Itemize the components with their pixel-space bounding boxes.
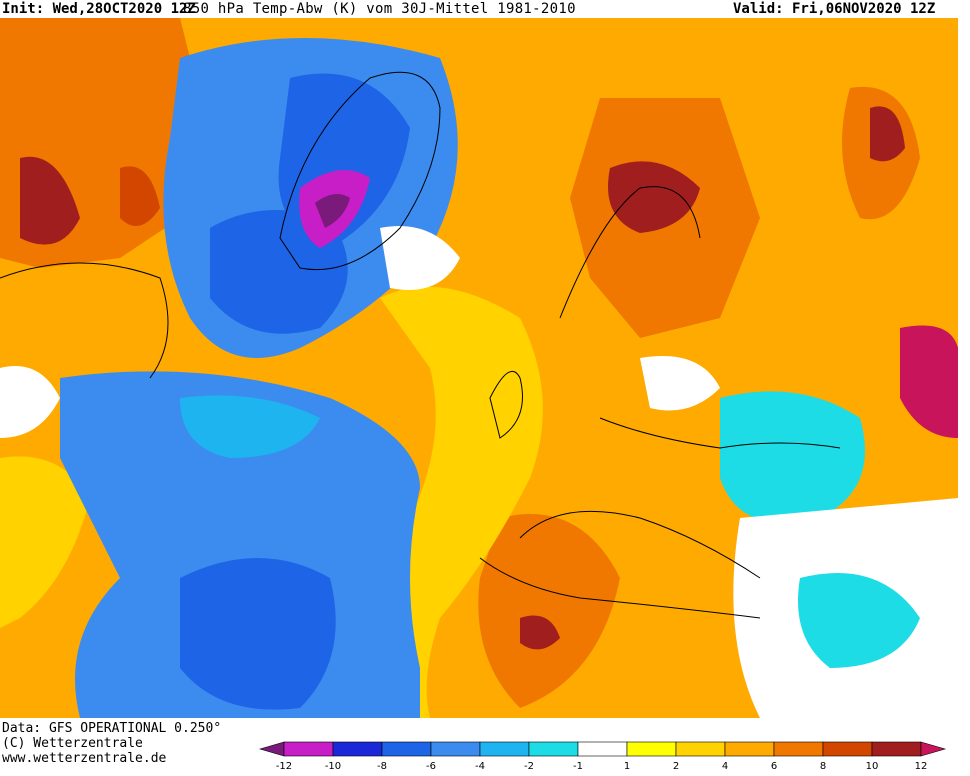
warm-zone-sahara (478, 514, 620, 708)
legend-tick-label: -8 (377, 761, 387, 772)
hot-zone-canada (20, 156, 80, 245)
temperature-anomaly-map (0, 18, 958, 718)
legend-swatch (283, 741, 334, 757)
legend-swatch (577, 741, 628, 757)
coastlines (0, 71, 841, 619)
coast-britain (489, 370, 523, 439)
legend-tick-label: 6 (771, 761, 777, 772)
border-europe (599, 417, 841, 449)
legend-tick-label: -4 (475, 761, 485, 772)
legend-tick-label: -10 (325, 761, 341, 772)
copyright: (C) Wetterzentrale (2, 736, 143, 751)
legend-tick-label: 12 (915, 761, 928, 772)
coast-med-north (519, 510, 761, 579)
colder-zone-mid-atlantic (180, 558, 336, 710)
legend-swatch (773, 741, 824, 757)
legend-swatch (430, 741, 481, 757)
legend-tick-label: 4 (722, 761, 728, 772)
neutral-zone-central-europe (640, 356, 720, 411)
legend-tick-label: -6 (426, 761, 436, 772)
cool-zone-azores (180, 395, 320, 458)
legend-swatch (479, 741, 530, 757)
extreme-cold-greenland (315, 194, 350, 228)
legend-swatch (724, 741, 775, 757)
legend-tick-label: -2 (524, 761, 534, 772)
legend-swatch (381, 741, 432, 757)
website: www.wetterzentrale.de (2, 751, 167, 766)
init-time: Init: Wed,28OCT2020 12Z (2, 1, 196, 17)
hot-zone-canada-east (120, 166, 160, 226)
coast-labrador (0, 262, 169, 379)
legend-tick-label: 10 (866, 761, 879, 772)
legend-swatch (528, 741, 579, 757)
legend-swatch (258, 741, 285, 757)
legend-swatch (920, 741, 947, 757)
legend-swatch (675, 741, 726, 757)
hot-zone-russia (870, 106, 905, 162)
neutral-zone-iceland (380, 226, 460, 290)
coast-north-africa (479, 557, 761, 619)
legend-swatch (822, 741, 873, 757)
legend-swatch (332, 741, 383, 757)
legend-tick-label: -1 (573, 761, 583, 772)
hot-zone-finland (608, 161, 700, 233)
neutral-zone-west (0, 366, 60, 438)
legend-tick-label: 2 (673, 761, 679, 772)
data-source: Data: GFS OPERATIONAL 0.250° (2, 721, 222, 736)
color-legend: -12 -10 -8 -6 -4 -2 -1 1 2 4 6 8 10 12 (258, 741, 947, 772)
coast-greenland (279, 71, 441, 271)
legend-tick-label: -12 (276, 761, 292, 772)
coast-scandinavia (559, 186, 701, 319)
hot-zone-caspian (900, 325, 958, 438)
hot-zone-sahara (520, 615, 560, 650)
warm-zone-atlantic-west (0, 456, 90, 628)
map-title: 850 hPa Temp-Abw (K) vom 30J-Mittel 1981… (183, 1, 576, 17)
cool-zone-egypt (798, 573, 920, 668)
cool-zone-balkans (720, 391, 865, 523)
warm-front-band (373, 286, 543, 718)
valid-time: Valid: Fri,06NOV2020 12Z (733, 1, 936, 17)
legend-swatch (626, 741, 677, 757)
legend-tick-label: 1 (624, 761, 630, 772)
legend-tick-label: 8 (820, 761, 826, 772)
legend-swatch (871, 741, 922, 757)
